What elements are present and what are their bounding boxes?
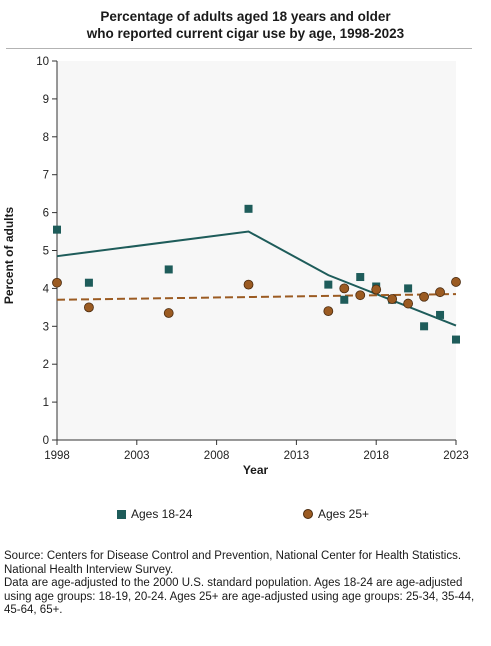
y-tick-label: 2: [43, 359, 49, 371]
y-tick-label: 10: [36, 56, 49, 68]
data-point-series-1: [436, 310, 445, 319]
legend-square-marker-icon: [117, 509, 126, 519]
data-point-series-1: [84, 278, 93, 287]
data-point-series-1: [404, 284, 413, 293]
y-axis-label: Percent of adults: [2, 207, 16, 305]
data-point-series-2: [387, 294, 398, 304]
data-point-series-1: [244, 204, 253, 213]
legend-label-ages-25-plus: Ages 25+: [318, 507, 370, 521]
data-point-series-2: [84, 302, 94, 313]
data-point-series-2: [419, 291, 429, 302]
scatter-chart: 0 1 2 3 4 5 6 7 8 9 10 1998 2003 2008 2013 2018 2023 Year…: [2, 56, 469, 477]
y-tick-label: 1: [43, 397, 49, 409]
data-point-series-2: [435, 287, 445, 298]
y-tick-label: 3: [43, 321, 49, 333]
methodology-note: Data are age-adjusted to the 2000 U.S. s…: [4, 577, 475, 616]
data-point-series-2: [52, 277, 62, 288]
title-divider: [6, 48, 472, 49]
x-tick-label: 2003: [124, 450, 150, 462]
data-point-series-2: [243, 279, 254, 290]
plot-area: [57, 61, 456, 440]
y-tick-label: 8: [43, 132, 49, 144]
x-tick-label: 2018: [363, 450, 389, 462]
legend-item-ages-18-24: Ages 18-24: [117, 507, 192, 521]
y-tick-label: 4: [43, 283, 50, 295]
chart-legend: Ages 18-24 Ages 25+: [0, 507, 491, 525]
data-point-series-2: [355, 290, 366, 301]
source-note: Source: Centers for Disease Control and …: [4, 550, 488, 618]
legend-label-ages-18-24: Ages 18-24: [131, 507, 193, 521]
x-tick-label: 1998: [44, 450, 70, 462]
data-point-series-1: [452, 335, 460, 344]
source-citation: Source: Centers for Disease Control and …: [4, 550, 462, 576]
y-tick-label: 7: [43, 170, 49, 182]
data-point-series-1: [420, 322, 429, 331]
data-point-series-1: [340, 295, 349, 304]
data-point-series-2: [403, 298, 414, 309]
y-tick-label: 5: [43, 246, 49, 258]
x-tick-label: 2023: [443, 450, 469, 462]
chart-title-line-1: Percentage of adults aged 18 years and o…: [100, 9, 391, 24]
data-point-series-2: [371, 284, 382, 295]
x-tick-label: 2013: [284, 450, 310, 462]
data-point-series-2: [163, 308, 174, 318]
data-point-series-2: [451, 277, 461, 287]
y-tick-label: 0: [43, 435, 49, 447]
x-axis-label: Year: [243, 463, 269, 477]
data-point-series-1: [356, 273, 365, 282]
legend-circle-marker-icon: [303, 509, 313, 519]
data-point-series-2: [339, 283, 350, 294]
data-point-series-1: [53, 225, 61, 234]
data-point-series-1: [324, 280, 333, 289]
legend-item-ages-25-plus: Ages 25+: [303, 507, 369, 521]
y-tick-label: 9: [43, 94, 49, 106]
chart-title: Percentage of adults aged 18 years and o…: [0, 8, 491, 42]
chart-title-line-2: who reported current cigar use by age, 1…: [86, 26, 405, 41]
y-tick-label: 6: [43, 208, 49, 220]
data-point-series-1: [164, 265, 173, 274]
x-tick-label: 2008: [204, 450, 230, 462]
trend-line-series-2: [56, 293, 457, 301]
data-point-series-2: [323, 306, 334, 317]
